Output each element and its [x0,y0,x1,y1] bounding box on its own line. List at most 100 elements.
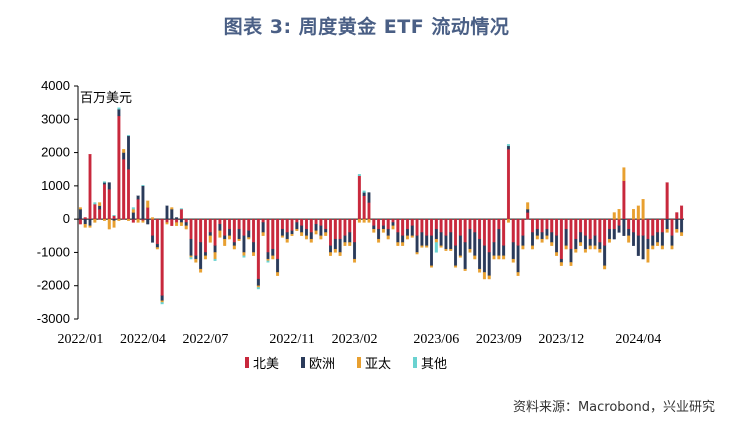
bar-asia_pacific [252,252,256,256]
bar-north_america [141,218,145,221]
bar-asia_pacific [487,275,491,280]
x-tick-label: 2024/04 [615,332,661,347]
bar-asia_pacific [415,252,419,255]
bar-north_america [208,218,212,233]
bar-europe [569,248,573,263]
bar-europe [189,238,193,256]
bar-north_america [136,199,140,220]
bar-north_america [434,218,438,230]
bar-europe [184,222,188,226]
bar-north_america [146,207,150,220]
bar-europe [680,218,684,233]
bar-north_america [117,115,121,220]
bar-asia_pacific [290,233,294,236]
bar-north_america [391,218,395,223]
bar-europe [314,223,318,231]
bar-europe [362,192,366,196]
bar-asia_pacific [276,272,280,276]
bar-north_america [458,218,462,236]
bar-north_america [300,218,304,226]
bar-asia_pacific [535,235,539,240]
bar-north_america [266,218,270,253]
bar-north_america [304,218,308,230]
bar-asia_pacific [675,228,679,233]
bar-north_america [319,218,323,226]
bar-asia_pacific [304,235,308,240]
bar-asia_pacific [266,258,270,261]
legend-label-north-america: 北美 [253,357,280,372]
legend: 北美 欧洲 亚太 其他 [245,353,447,372]
bar-north_america [555,218,559,236]
x-tick-label: 2023/12 [538,332,584,347]
bar-asia_pacific [607,238,611,243]
legend-item-asia-pacific: 亚太 [357,353,391,372]
bar-north_america [511,218,515,243]
bar-europe [329,245,332,253]
bar-asia_pacific [102,218,106,221]
bar-asia_pacific [574,248,578,253]
bar-asia_pacific [386,235,390,240]
bar-other [131,207,135,210]
bar-asia_pacific [381,228,385,233]
bar-europe [391,222,395,226]
bar-asia_pacific [194,258,198,263]
y-tick-label: 1000 [41,178,70,193]
bar-europe [333,238,337,250]
bar-other [160,302,164,305]
bar-asia_pacific [622,167,626,182]
bar-asia_pacific [88,225,92,228]
bar-asia_pacific [593,245,597,250]
bar-north_america [122,159,126,220]
bar-north_america [670,218,674,236]
bar-north_america [261,218,265,223]
bar-asia_pacific [521,245,525,250]
bar-europe [607,228,611,240]
bar-north_america [612,218,616,230]
bar-north_america [473,218,477,233]
bar-asia_pacific [165,222,169,225]
bar-europe [252,242,256,253]
bar-north_america [675,212,679,220]
bar-asia_pacific [665,228,669,233]
bar-europe [603,245,607,266]
source-note: 资料来源：Macrobond，兴业研究 [512,400,715,415]
legend-item-other: 其他 [413,353,447,372]
bar-asia_pacific [179,222,183,226]
bar-europe [478,238,482,270]
bar-asia_pacific [660,245,664,250]
bar-north_america [656,218,660,233]
bar-asia_pacific [555,252,559,256]
bar-asia_pacific [261,232,265,236]
bar-europe [309,232,313,240]
x-tick-label: 2023/06 [413,332,459,347]
bar-north_america [579,218,583,233]
bar-north_america [160,218,164,296]
bar-europe [468,228,472,250]
bar-north_america [641,218,645,236]
bar-other [102,181,106,183]
bar-north_america [569,218,573,250]
bar-north_america [194,218,198,256]
bar-europe [396,232,400,243]
y-tick-label: -2000 [37,278,70,293]
bar-asia_pacific [151,217,155,220]
bar-north_america [377,218,381,230]
bar-other [266,260,270,263]
bar-asia_pacific [242,252,246,256]
bar-europe [559,258,563,263]
bar-north_america [482,218,486,246]
bar-north_america [593,218,597,236]
bar-europe [434,228,438,240]
bar-north_america [516,218,520,246]
bar-asia_pacific [511,258,515,263]
bar-asia_pacific [598,248,602,253]
bar-asia_pacific [78,207,82,210]
bar-europe [208,232,212,236]
bar-north_america [242,218,246,236]
bar-europe [670,235,674,246]
bar-europe [497,228,501,256]
bar-asia_pacific [569,262,573,266]
bar-europe [454,245,458,266]
bar-north_america [410,218,414,226]
bar-north_america [112,215,116,220]
